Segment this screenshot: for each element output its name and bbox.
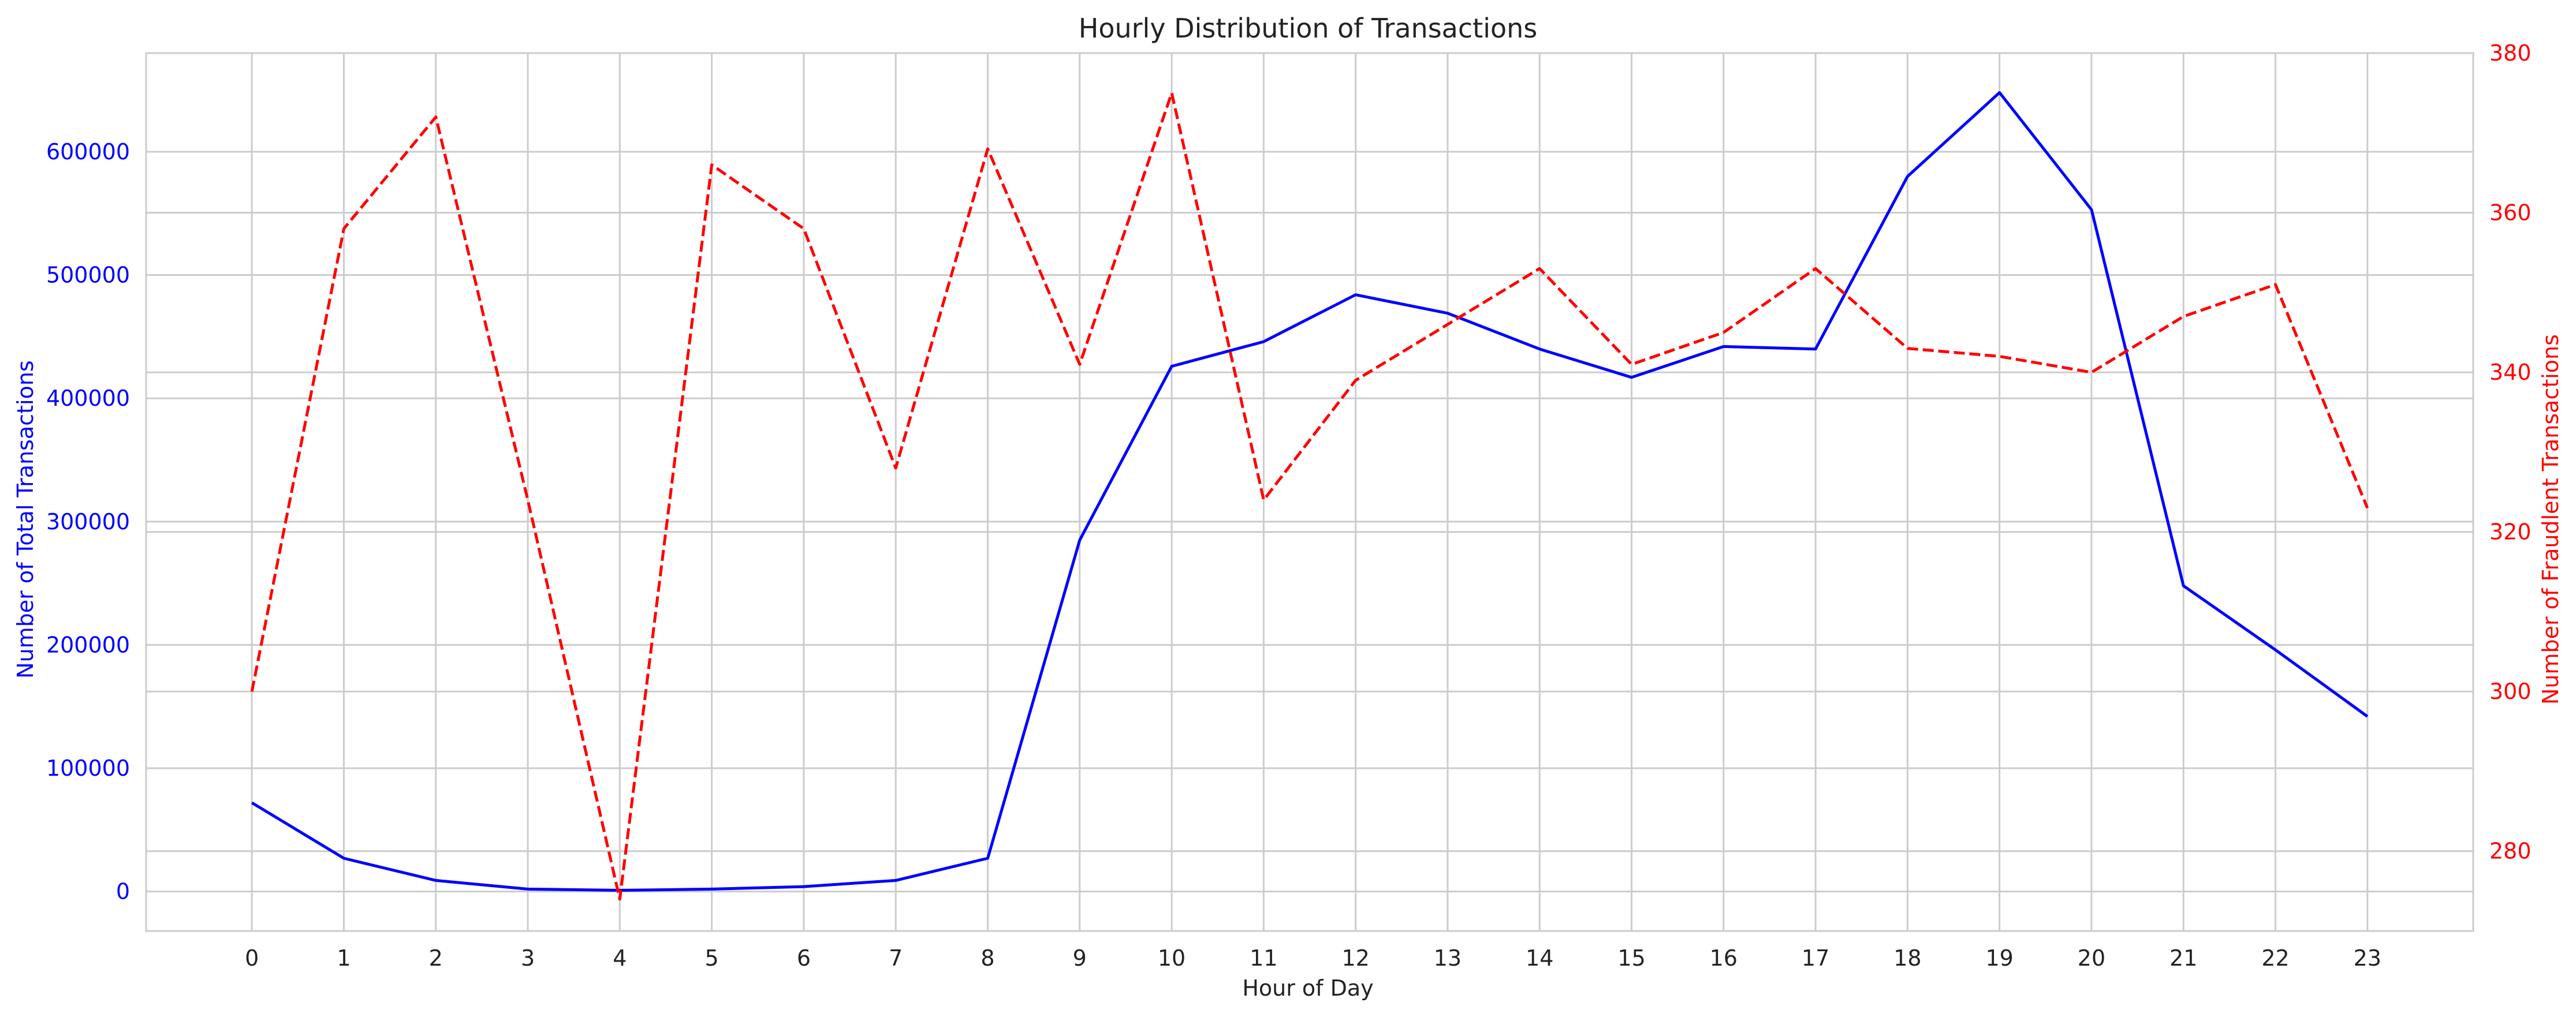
x-tick-label: 18 [1893,945,1921,971]
x-tick-label: 16 [1710,945,1738,971]
y-left-tick-label: 300000 [46,509,130,534]
x-tick-label: 6 [797,945,811,971]
y-axis-left-title: Number of Total Transactions [13,360,38,678]
y-right-tick-label: 360 [2489,200,2532,226]
x-tick-label: 23 [2354,945,2381,971]
x-tick-label: 12 [1341,945,1369,971]
fraudulent-transactions-line [250,91,2369,901]
x-tick-label: 22 [2261,945,2289,971]
x-tick-label: 3 [521,945,535,971]
x-tick-label: 19 [1985,945,2013,971]
axes-layer: 0 1 2 3 4 5 6 7 8 9 10 11 12 13 14 15 16 17 18 19 20 21 22 2301… [46,40,2532,971]
x-tick-label: 10 [1158,945,1186,971]
x-tick-label: 11 [1250,945,1277,971]
x-tick-label: 1 [337,945,351,971]
x-tick-label: 20 [2078,945,2105,971]
y-left-tick-label: 500000 [46,263,130,288]
x-tick-label: 17 [1802,945,1829,971]
x-tick-label: 2 [429,945,443,971]
y-left-tick-label: 200000 [46,632,130,657]
x-axis-title: Hour of Day [1242,975,1373,1001]
x-tick-label: 13 [1434,945,1462,971]
y-left-tick-label: 600000 [46,139,130,164]
x-tick-label: 7 [889,945,903,971]
y-left-tick-label: 100000 [46,756,130,781]
x-tick-label: 15 [1617,945,1645,971]
total-transactions-line [251,91,2369,892]
x-tick-label: 9 [1073,945,1087,971]
y-right-tick-label: 380 [2489,40,2532,66]
x-tick-label: 21 [2169,945,2197,971]
y-right-tick-label: 280 [2489,839,2532,864]
x-tick-label: 14 [1526,945,1553,971]
x-tick-label: 0 [245,945,259,971]
x-tick-label: 8 [981,945,994,971]
y-left-tick-label: 0 [116,879,130,904]
y-right-tick-label: 300 [2489,679,2532,704]
x-tick-label: 5 [705,945,719,971]
y-left-tick-label: 400000 [46,386,130,411]
plot-frame [145,52,2474,932]
chart-title: Hourly Distribution of Transactions [1079,13,1538,44]
y-right-tick-label: 340 [2489,360,2532,385]
y-axis-right-title: Number of Fraudlent Transactions [2538,334,2563,705]
x-tick-label: 4 [613,945,627,971]
series-layer [250,91,2369,901]
y-right-tick-label: 320 [2489,519,2532,545]
